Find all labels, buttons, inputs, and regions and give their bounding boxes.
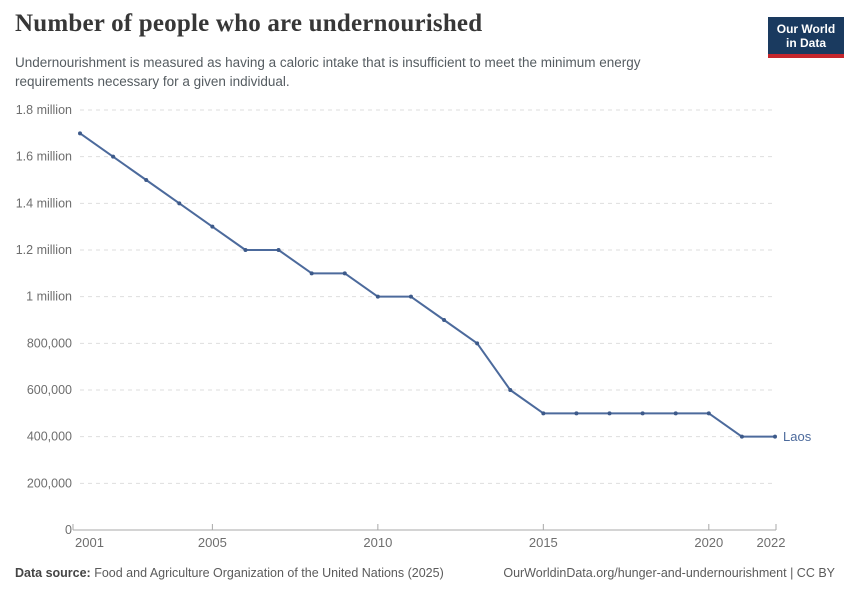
x-tick-label: 2022 (757, 535, 786, 550)
data-point (78, 131, 82, 136)
data-point (739, 434, 744, 439)
series-line-laos (79, 132, 776, 438)
data-point (541, 411, 546, 416)
data-point (508, 388, 513, 392)
data-point (276, 248, 281, 252)
data-point (309, 271, 314, 276)
owid-logo: Our World in Data (768, 17, 844, 58)
chart-title: Number of people who are undernourished (15, 10, 483, 37)
data-point (442, 318, 447, 322)
y-gridlines (80, 109, 776, 484)
x-tick-label: 2010 (363, 535, 392, 550)
x-tick-label: 2015 (529, 535, 558, 550)
owid-logo-line1: Our World (776, 22, 836, 36)
chart-footer: Data source: Food and Agriculture Organi… (15, 566, 835, 580)
x-tick-label: 2020 (694, 535, 723, 550)
x-axis-labels: 2001 2005 2010 2015 2020 2022 (75, 535, 785, 550)
y-tick-label: 1.4 million (16, 196, 72, 210)
data-point (111, 154, 116, 159)
data-point (243, 248, 248, 252)
data-point (375, 294, 380, 299)
credit-url: OurWorldinData.org/hunger-and-undernouri… (503, 566, 835, 580)
data-point (640, 411, 645, 416)
y-axis-labels: 0 200,000 400,000 600,000 800,000 1 million 1.… (16, 103, 72, 537)
y-tick-label: 600,000 (27, 383, 72, 397)
series-points-laos (78, 131, 777, 439)
y-tick-label: 1.2 million (16, 243, 72, 257)
data-point (144, 178, 149, 182)
data-point (773, 434, 777, 439)
y-tick-label: 200,000 (27, 476, 72, 490)
y-tick-label: 400,000 (27, 430, 72, 444)
data-point (210, 224, 215, 229)
data-point (475, 341, 480, 346)
data-source-label: Data source: (15, 566, 91, 580)
owid-logo-line2: in Data (785, 36, 826, 50)
y-tick-label: 1.6 million (16, 150, 72, 164)
data-point (408, 294, 413, 299)
data-point (342, 271, 347, 276)
data-source-note: Data source: Food and Agriculture Organi… (15, 566, 444, 580)
chart-subtitle: Undernourishment is measured as having a… (15, 55, 641, 90)
x-tick-label: 2005 (198, 535, 227, 550)
series-end-label: Laos (783, 429, 812, 444)
data-point (673, 411, 678, 416)
x-tick-label: 2001 (75, 535, 104, 550)
data-point (574, 411, 579, 416)
data-source-text: Food and Agriculture Organization of the… (94, 566, 444, 580)
data-point (706, 411, 711, 416)
chart-canvas: 0 200,000 400,000 600,000 800,000 1 million 1.… (16, 103, 812, 550)
y-tick-label: 1.8 million (16, 103, 72, 117)
data-point (177, 201, 182, 206)
y-tick-label: 1 million (26, 290, 72, 304)
y-tick-label: 800,000 (27, 336, 72, 350)
x-axis (72, 524, 777, 531)
data-point (607, 411, 612, 416)
y-tick-label: 0 (65, 523, 72, 537)
